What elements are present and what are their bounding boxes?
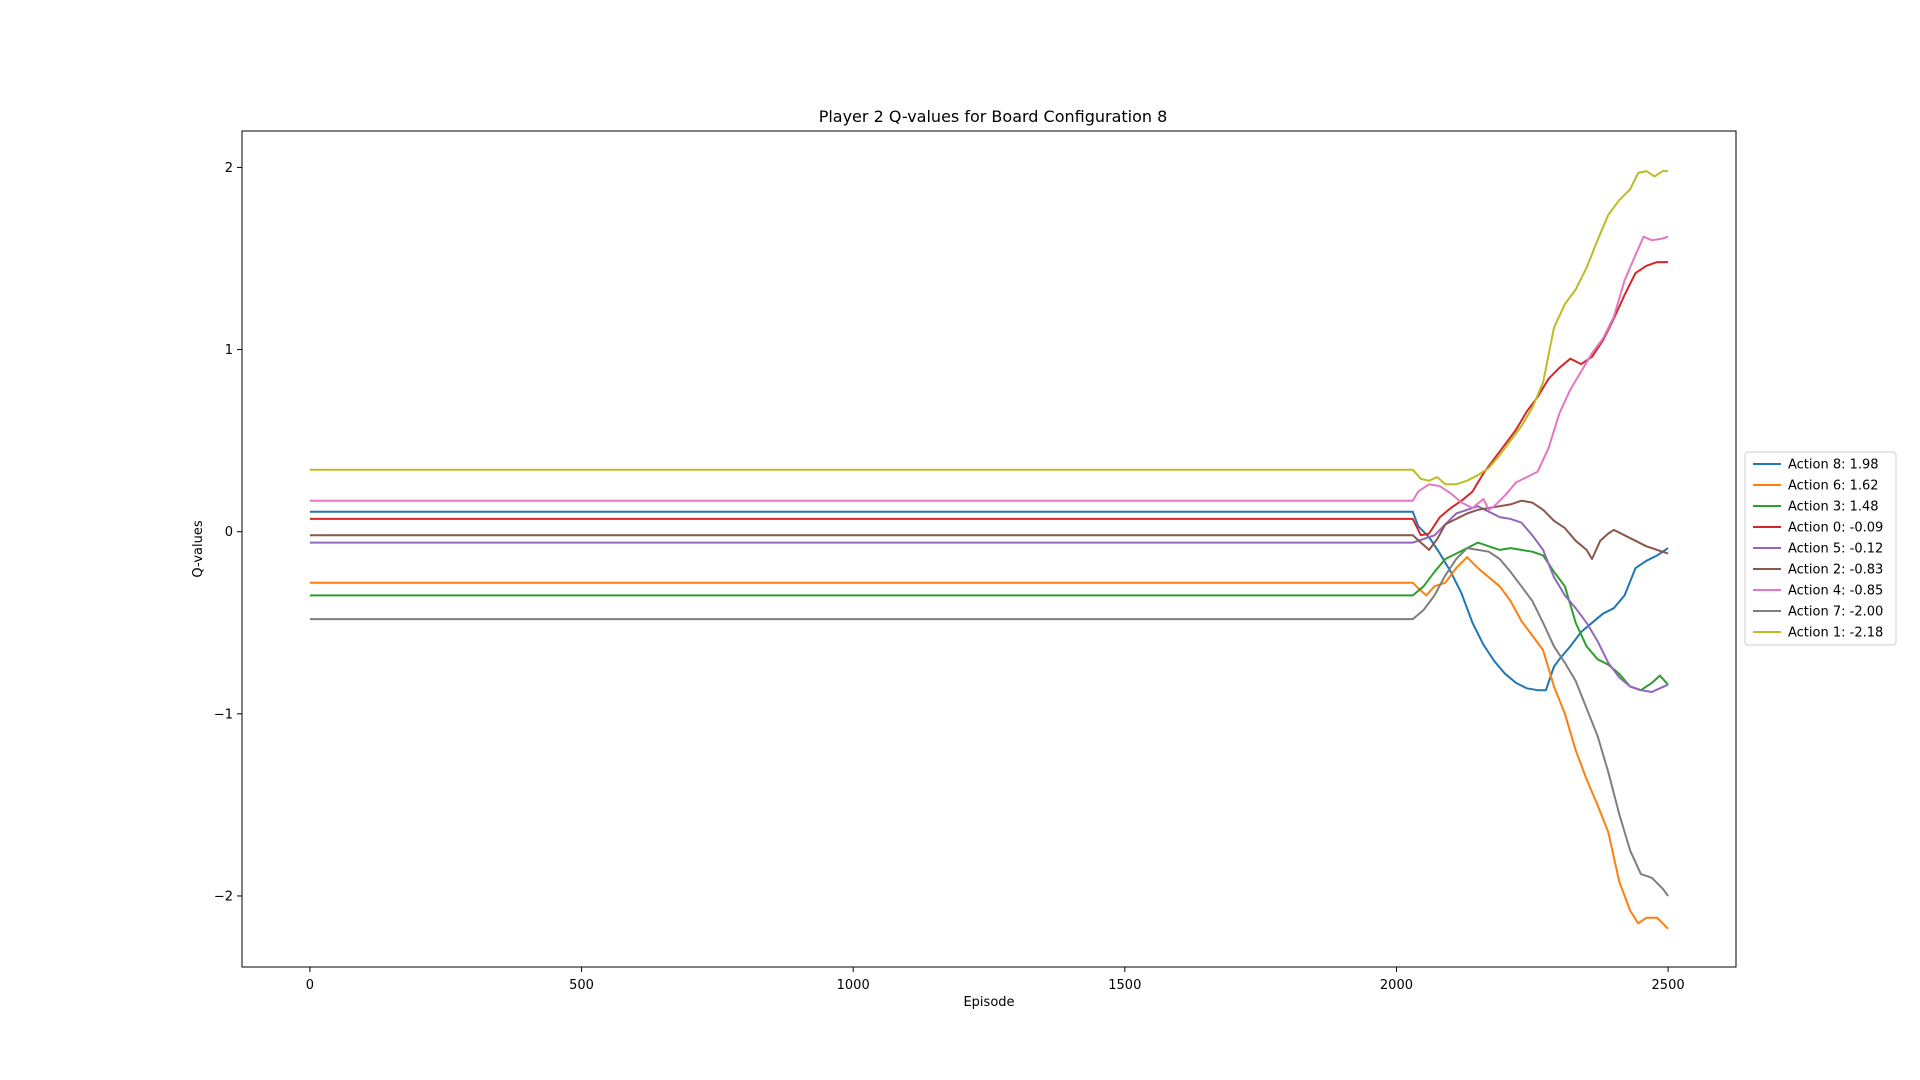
- x-tick-label-5: 2500: [1652, 978, 1685, 993]
- legend-frame: [1744, 451, 1897, 646]
- y-tick-label-0: −2: [214, 889, 233, 904]
- legend-label-0: Action 8: 1.98: [1788, 458, 1879, 473]
- legend-label-2: Action 3: 1.48: [1788, 500, 1879, 515]
- legend-label-7: Action 7: -2.00: [1788, 605, 1883, 620]
- series-line-3: [309, 261, 1669, 537]
- x-tick-label-1: 500: [569, 978, 594, 993]
- series-line-8: [309, 170, 1669, 486]
- legend: Action 8: 1.98 Action 6: 1.62 Action 3: 1.…: [1744, 451, 1897, 646]
- plot-lines: [309, 170, 1669, 930]
- legend-label-3: Action 0: -0.09: [1788, 521, 1883, 536]
- x-tick-label-3: 1500: [1108, 978, 1141, 993]
- series-line-6: [309, 235, 1669, 511]
- series-line-7: [309, 547, 1669, 897]
- legend-label-5: Action 2: -0.83: [1788, 563, 1883, 578]
- series-line-5: [309, 499, 1669, 560]
- x-tick-label-4: 2000: [1380, 978, 1413, 993]
- y-tick-label-1: −1: [214, 707, 233, 722]
- legend-label-6: Action 4: -0.85: [1788, 584, 1883, 599]
- y-tick-label-2: 0: [225, 525, 233, 540]
- x-axis-label: Episode: [963, 995, 1014, 1010]
- y-axis-ticks: −2 −1 0 1 2: [214, 161, 242, 904]
- y-tick-label-4: 2: [225, 161, 233, 176]
- x-tick-label-0: 0: [306, 978, 314, 993]
- series-line-1: [309, 556, 1669, 930]
- x-axis-ticks: 0 500 1000 1500 2000 2500: [306, 967, 1685, 993]
- plot-area-frame: [241, 130, 1737, 968]
- y-tick-label-3: 1: [225, 343, 233, 358]
- y-axis-label: Q-values: [191, 520, 206, 577]
- legend-label-1: Action 6: 1.62: [1788, 479, 1879, 494]
- legend-label-8: Action 1: -2.18: [1788, 626, 1883, 641]
- chart-title: Player 2 Q-values for Board Configuratio…: [819, 107, 1168, 126]
- legend-label-4: Action 5: -0.12: [1788, 542, 1883, 557]
- x-tick-label-2: 1000: [837, 978, 870, 993]
